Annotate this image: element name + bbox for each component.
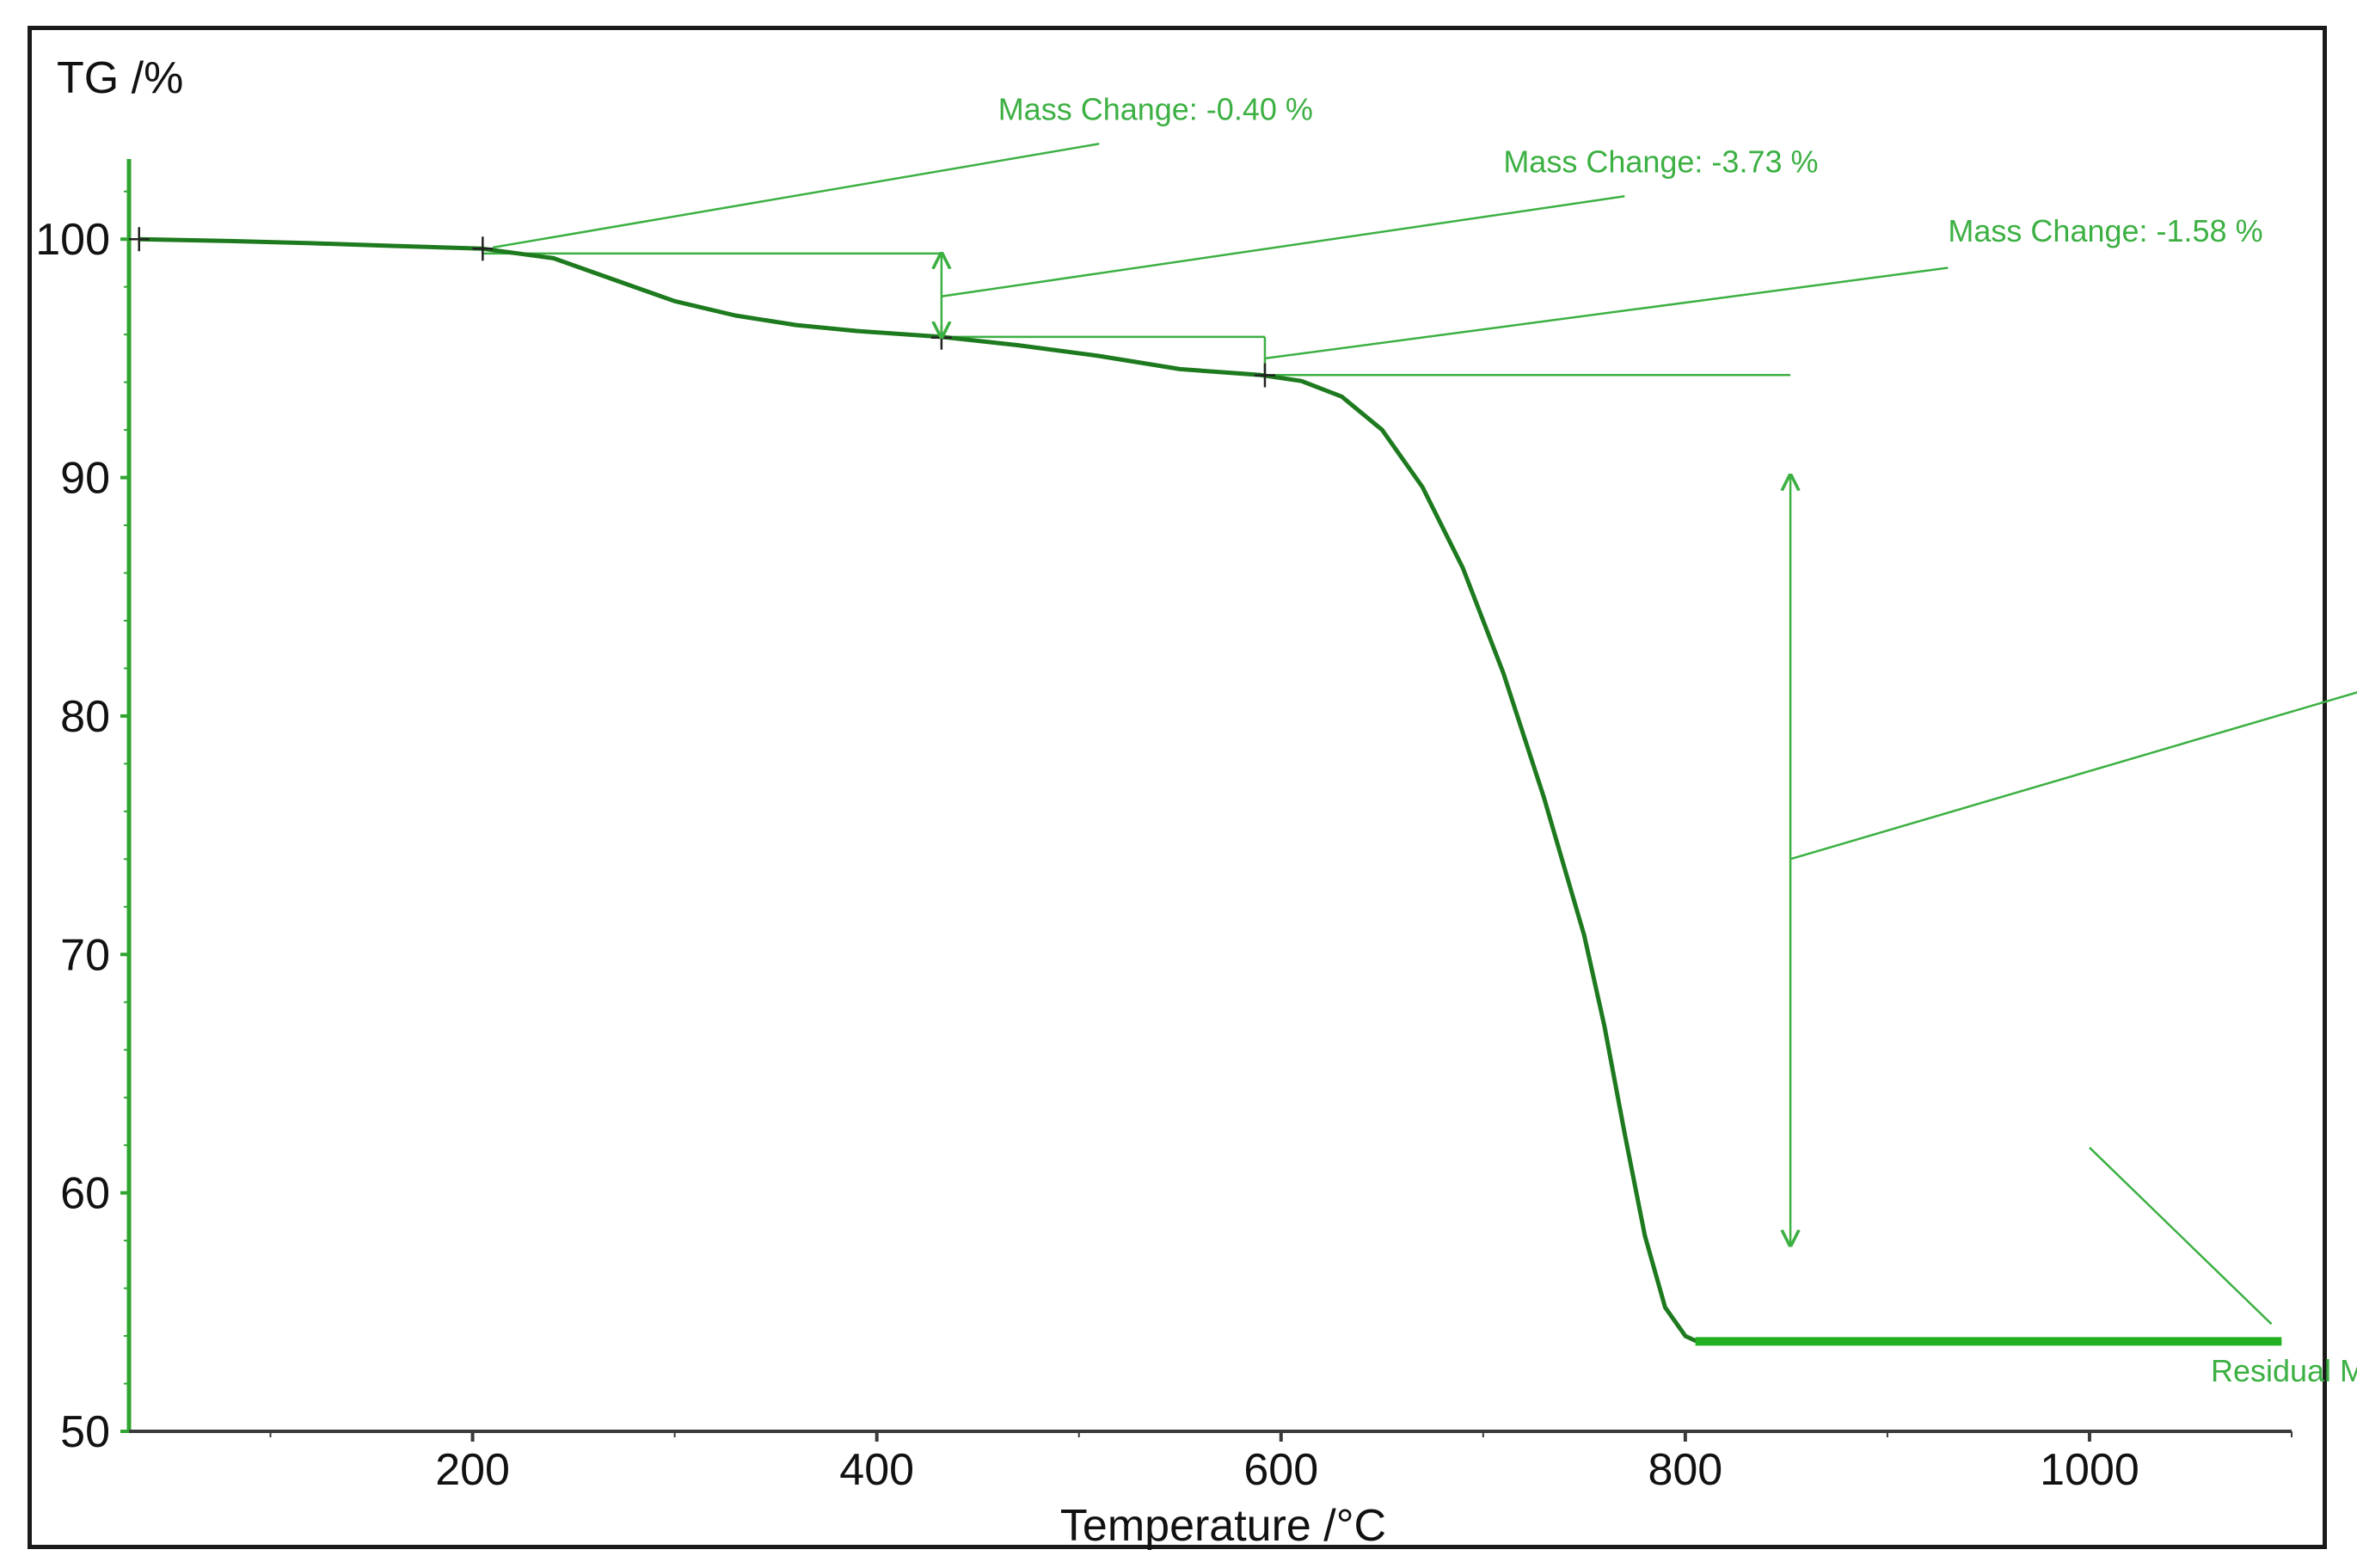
annotation-label: Mass Change: -3.73 % [1503, 144, 1818, 180]
y-tick-label: 100 [35, 215, 110, 265]
annotation-label: Mass Change: -1.58 % [1948, 213, 2262, 248]
y-axis-title: TG /% [57, 53, 183, 103]
y-tick-label: 80 [60, 692, 110, 742]
x-tick-label: 800 [1648, 1445, 1722, 1495]
figure-frame [28, 26, 2327, 1549]
x-tick-label: 1000 [2040, 1445, 2139, 1495]
tg-curve [138, 236, 2282, 1344]
x-axis-title: Temperature /°C [1060, 1501, 1386, 1551]
y-tick-label: 70 [60, 930, 110, 980]
annotation-leader-line [1789, 691, 2357, 861]
annotation-label: Residual Mass: 53.31 % (1099.7 °C) [2211, 1353, 2357, 1388]
x-tick-label: 600 [1243, 1445, 1318, 1495]
axes: 50 60 70 80 90 100 200 400 600 800 1000 [35, 159, 2293, 1495]
annotation-leader-line [941, 195, 1625, 298]
annotation-label: Mass Change: -0.40 % [998, 92, 1313, 127]
x-tick-label: 200 [435, 1445, 510, 1495]
curve-layer [138, 236, 2282, 1346]
y-tick-label: 60 [60, 1169, 110, 1219]
annotation-leader-line [492, 143, 1100, 249]
y-tick-label: 90 [60, 454, 110, 504]
annotation-leader-line [1264, 266, 1949, 360]
annotation-leader-line [2089, 1147, 2273, 1326]
y-tick-label: 50 [60, 1407, 110, 1457]
annotations: Mass Change: -0.40 % Mass Change: -3.73 %… [492, 92, 2357, 1388]
x-tick-label: 400 [839, 1445, 914, 1495]
